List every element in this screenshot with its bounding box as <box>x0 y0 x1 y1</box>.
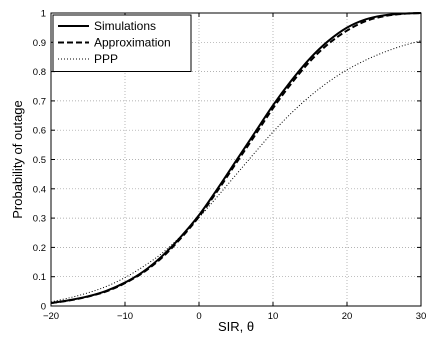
y-tick-label: 0 <box>41 302 46 313</box>
x-tick-label: 30 <box>416 311 427 322</box>
legend-item: PPP <box>58 52 118 66</box>
y-tick-label: 0.5 <box>33 155 46 166</box>
y-tick-label: 0.7 <box>33 96 46 107</box>
y-tick-label: 0.9 <box>33 38 46 49</box>
series-layer <box>50 12 422 305</box>
x-tick-label: −10 <box>117 311 133 322</box>
y-tick-label: 0.6 <box>33 126 46 137</box>
x-tick-labels: −20 −10 0 10 20 30 <box>43 311 426 322</box>
legend-label: Approximation <box>94 36 171 50</box>
legend-label: PPP <box>94 52 118 66</box>
y-tick-label: 0.8 <box>33 67 46 78</box>
legend-item: Simulations <box>58 19 156 33</box>
y-tick-label: 1 <box>41 9 46 20</box>
series-line-simulations <box>50 12 422 305</box>
x-axis-label: SIR, θ <box>218 319 254 334</box>
x-tick-label: 0 <box>196 311 201 322</box>
x-tick-label: 10 <box>268 311 279 322</box>
legend-label: Simulations <box>94 19 156 33</box>
x-tick-label: 20 <box>342 311 353 322</box>
y-tick-label: 0.4 <box>33 184 46 195</box>
tick-marks <box>50 12 422 307</box>
x-tick-label: −20 <box>43 311 59 322</box>
y-axis-label: Probability of outage <box>10 100 25 219</box>
legend-item: Approximation <box>58 36 171 50</box>
y-tick-label: 0.3 <box>33 214 46 225</box>
y-tick-labels: 0 0.1 0.2 0.3 0.4 0.5 0.6 0.7 0.8 0.9 1 <box>33 9 46 313</box>
y-tick-label: 0.1 <box>33 272 46 283</box>
y-tick-label: 0.2 <box>33 243 46 254</box>
legend: Simulations Approximation PPP <box>52 14 192 72</box>
series-line-ppp <box>50 40 422 303</box>
